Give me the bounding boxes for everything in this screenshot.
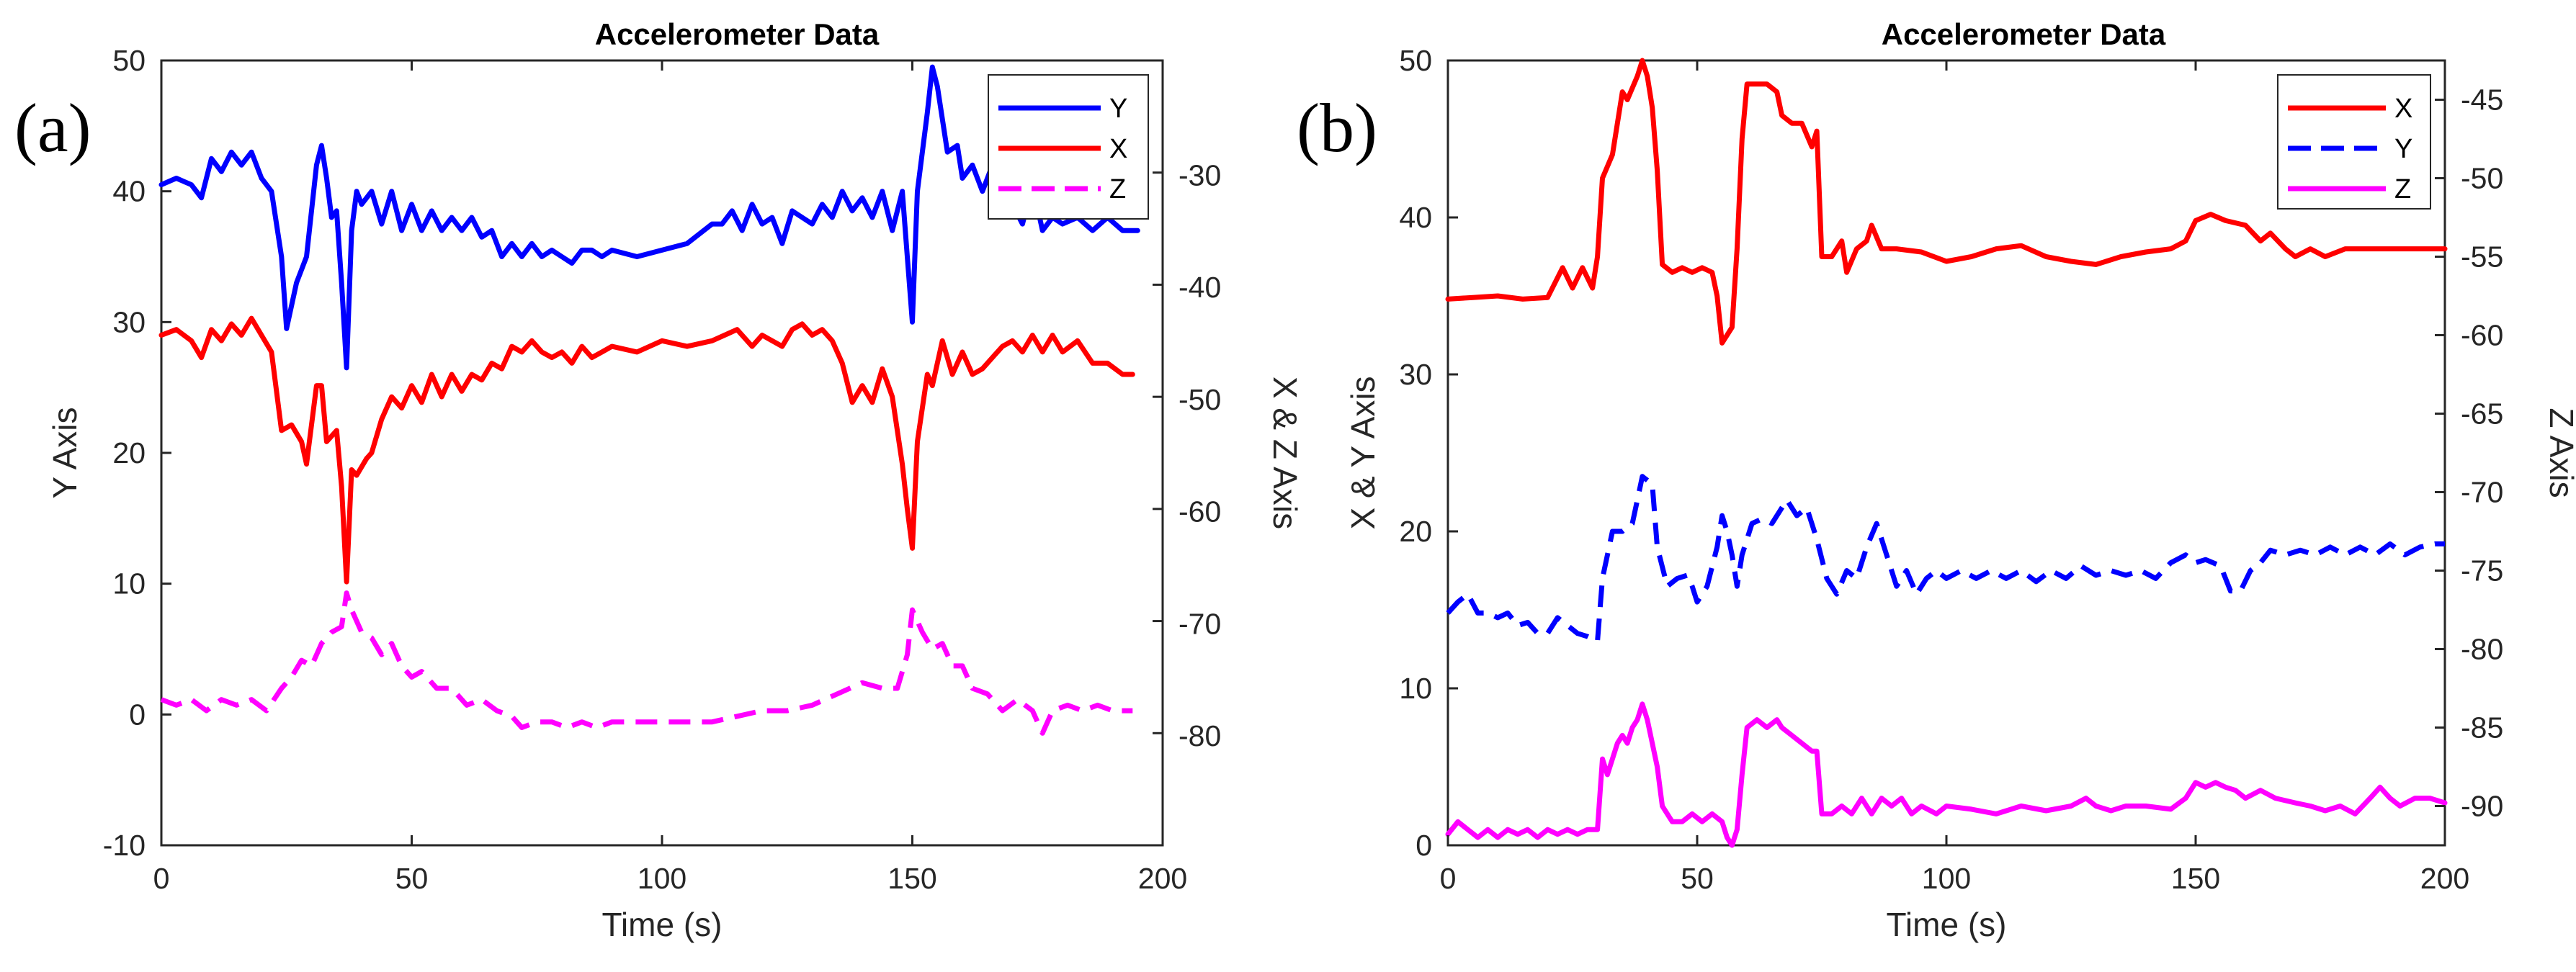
panel-a-xtick: 50 [395,862,429,895]
panel-a-label: (a) [14,89,91,166]
panel-b-ytick-right: -90 [2461,790,2503,823]
panel-a-ytick-left: 20 [112,436,146,469]
panel-a-legend-label-z: Z [1109,174,1126,204]
panel-b-xtick: 200 [2420,862,2469,895]
panel-a-yticks-left: -10 0 10 20 30 40 50 [103,44,146,862]
panel-b-ylabel-left: X & Y Axis [1344,376,1382,529]
panel-b-ytick-right: -80 [2461,633,2503,666]
panel-b-ytick-right: -45 [2461,84,2503,117]
panel-a-ytick-left: 30 [112,305,146,338]
panel-a-ytick-left: 50 [112,44,146,77]
panel-a-ylabel-left: Y Axis [46,408,84,499]
panel-a-ytick-right: -40 [1179,271,1221,304]
panel-b-xtick: 50 [1681,862,1714,895]
panel-b-xlabel: Time (s) [1887,906,2007,943]
panel-a-xtick: 200 [1138,862,1187,895]
panel-a-ytick-left: -10 [103,829,146,862]
panel-b-ylabel-right: Z Axis [2543,408,2576,498]
panel-b-ytick-left: 10 [1399,672,1432,705]
panel-b-label: (b) [1297,89,1377,166]
panel-b-ytick-right: -60 [2461,319,2503,352]
panel-a-ytick-right: -80 [1179,719,1221,752]
panel-b-xticks: 0 50 100 150 200 [1440,862,2470,895]
panel-a-ytick-right: -70 [1179,607,1221,640]
panel-b-xtick: 100 [1922,862,1971,895]
panel-b-series-y-line [1446,474,2445,644]
panel-a-ytick-right: -30 [1179,158,1221,192]
panel-a-ticks [160,59,1164,847]
panel-b-legend-label-x: X [2394,94,2412,124]
panel-b-legend-label-z: Z [2394,174,2411,204]
panel-b-ticks [1446,59,2446,847]
panel-b-ytick-left: 40 [1399,201,1432,234]
panel-a-xtick: 150 [887,862,936,895]
panel-a-xtick: 0 [153,862,170,895]
panel-b-yticks-right: -45 -50 -55 -60 -65 -70 -75 -80 -85 -90 [2461,84,2503,823]
panel-a-series-layer [158,64,1140,736]
panel-a-ytick-left: 10 [112,567,146,600]
panel-b-legend: X Y Z [2277,74,2431,210]
panel-b-ytick-right: -55 [2461,240,2503,274]
panel-b-ytick-right: -85 [2461,711,2503,744]
panel-b-series-layer [1445,58,2448,848]
panel-a: (a) Accelerometer Data 0 50 100 150 200 … [14,17,1304,943]
panel-b-series-x-line [1445,58,2448,346]
panel-a-ytick-left: 0 [129,698,146,731]
panel-b-ytick-right: -65 [2461,397,2503,431]
panel-b-legend-label-y: Y [2394,134,2412,164]
panel-a-legend-label-x: X [1109,134,1127,164]
panel-b-ytick-right: -70 [2461,476,2503,509]
panel-a-yticks-right: -30 -40 -50 -60 -70 -80 [1179,158,1221,752]
panel-a-legend-label-y: Y [1109,94,1127,124]
panel-b-title: Accelerometer Data [1882,17,2166,51]
panel-b-ytick-left: 20 [1399,515,1432,548]
panel-b-ytick-left: 50 [1399,44,1432,77]
panel-b-xtick: 0 [1440,862,1457,895]
panel-a-series-y-line [158,64,1140,371]
panel-b-yticks-left: 0 10 20 30 40 50 [1399,44,1432,862]
panel-b-series-z-line [1445,701,2448,848]
panel-a-ytick-right: -60 [1179,495,1221,528]
panel-a-legend: Y X Z [988,74,1149,220]
panel-a-ylabel-right: X & Z Axis [1266,377,1304,529]
panel-a-xlabel: Time (s) [602,906,723,943]
panel-b-ytick-right: -75 [2461,554,2503,588]
panel-a-series-x-line [158,315,1135,585]
panel-b: (b) Accelerometer Data 0 50 100 150 200 … [1297,17,2576,943]
panel-b-ytick-left: 30 [1399,358,1432,391]
panel-b-ytick-right: -50 [2461,162,2503,195]
panel-a-ytick-right: -50 [1179,383,1221,416]
panel-a-series-z-line [160,590,1133,736]
panel-a-ytick-left: 40 [112,175,146,208]
panel-a-xticks: 0 50 100 150 200 [153,862,1188,895]
panel-b-xtick: 150 [2171,862,2220,895]
panel-b-ytick-left: 0 [1416,829,1432,862]
panel-a-title: Accelerometer Data [595,17,880,51]
panel-a-xtick: 100 [638,862,687,895]
